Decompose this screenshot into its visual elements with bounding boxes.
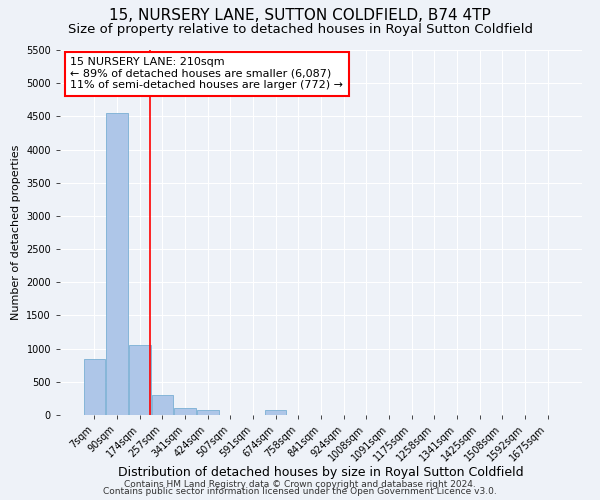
X-axis label: Distribution of detached houses by size in Royal Sutton Coldfield: Distribution of detached houses by size … xyxy=(118,466,524,479)
Bar xyxy=(84,358,105,415)
Bar xyxy=(265,410,286,415)
Text: Contains public sector information licensed under the Open Government Licence v3: Contains public sector information licen… xyxy=(103,487,497,496)
Text: 15 NURSERY LANE: 210sqm
← 89% of detached houses are smaller (6,087)
11% of semi: 15 NURSERY LANE: 210sqm ← 89% of detache… xyxy=(70,58,343,90)
Bar xyxy=(106,113,128,415)
Text: Size of property relative to detached houses in Royal Sutton Coldfield: Size of property relative to detached ho… xyxy=(67,22,533,36)
Bar xyxy=(152,395,173,415)
Bar xyxy=(175,408,196,415)
Bar xyxy=(129,346,151,415)
Bar xyxy=(197,410,218,415)
Text: Contains HM Land Registry data © Crown copyright and database right 2024.: Contains HM Land Registry data © Crown c… xyxy=(124,480,476,489)
Text: 15, NURSERY LANE, SUTTON COLDFIELD, B74 4TP: 15, NURSERY LANE, SUTTON COLDFIELD, B74 … xyxy=(109,8,491,22)
Y-axis label: Number of detached properties: Number of detached properties xyxy=(11,145,20,320)
